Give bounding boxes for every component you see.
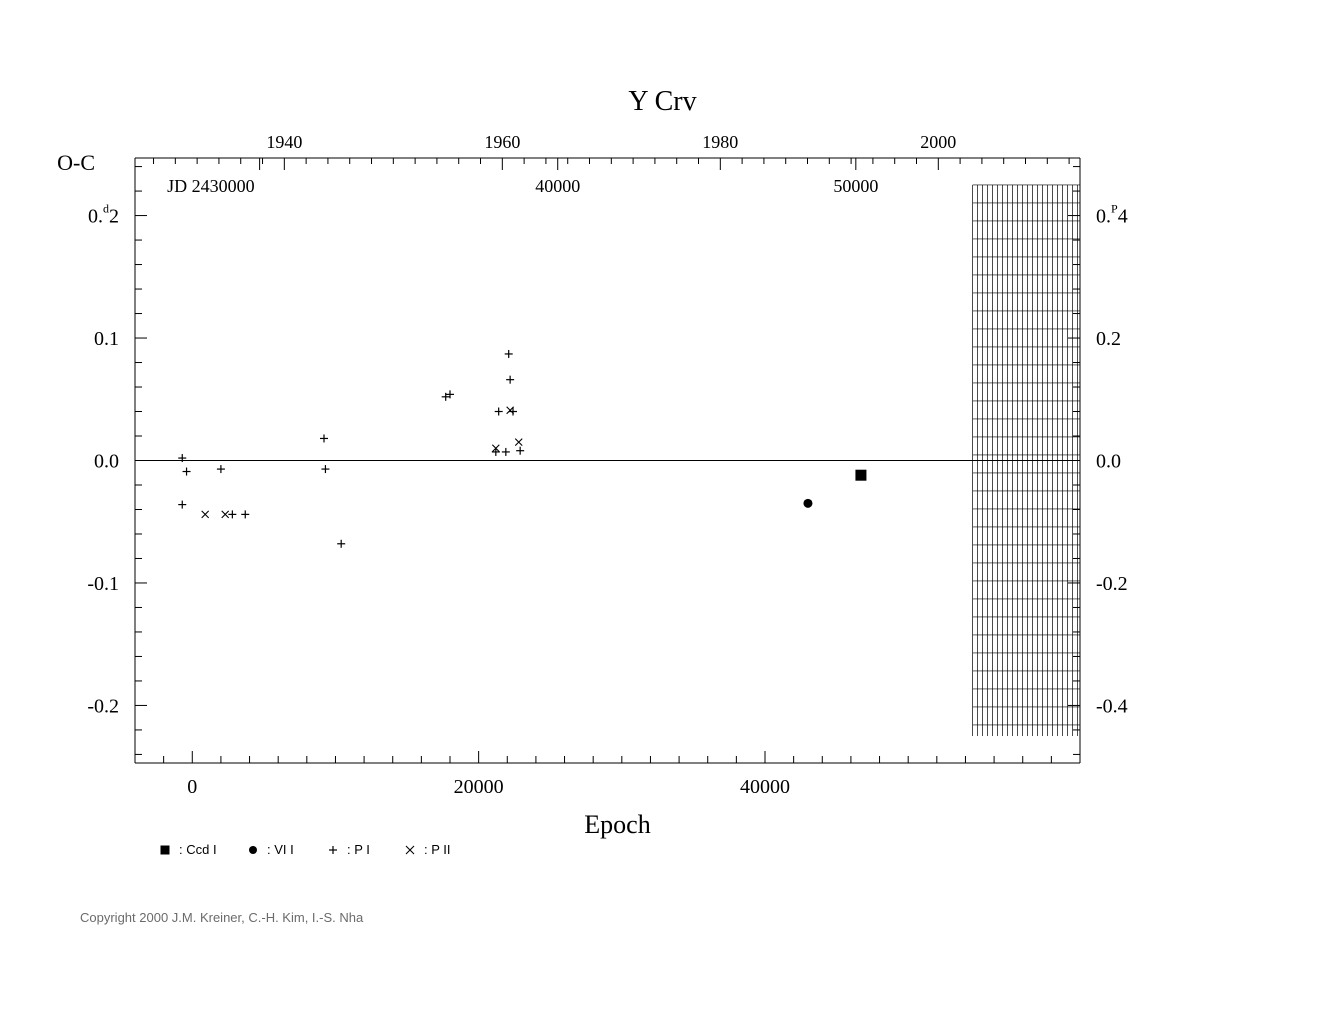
svg-text:-0.2: -0.2: [87, 695, 119, 717]
svg-text:50000: 50000: [833, 176, 878, 196]
svg-text:0.0: 0.0: [1096, 451, 1121, 473]
svg-text:2000: 2000: [920, 132, 956, 152]
svg-text:: P I: : P I: [347, 842, 370, 857]
svg-text:JD 2430000: JD 2430000: [167, 176, 255, 196]
svg-text:0.1: 0.1: [94, 328, 119, 350]
svg-text:-0.1: -0.1: [87, 573, 119, 595]
svg-text:0.d2: 0.d2: [88, 202, 119, 228]
svg-text:: P II: : P II: [424, 842, 451, 857]
svg-text:0: 0: [187, 776, 197, 798]
svg-text:1960: 1960: [484, 132, 520, 152]
data-points: [178, 350, 866, 548]
svg-text:0.P4: 0.P4: [1096, 202, 1128, 228]
svg-text:Epoch: Epoch: [584, 810, 650, 839]
svg-text:1940: 1940: [266, 132, 302, 152]
svg-text:O-C: O-C: [57, 150, 95, 175]
svg-text:20000: 20000: [454, 776, 504, 798]
copyright-text: Copyright 2000 J.M. Kreiner, C.-H. Kim, …: [80, 910, 363, 925]
svg-text:40000: 40000: [740, 776, 790, 798]
svg-text:: VI I: : VI I: [267, 842, 294, 857]
svg-text:-0.4: -0.4: [1096, 695, 1128, 717]
svg-text:1980: 1980: [702, 132, 738, 152]
svg-text:-0.2: -0.2: [1096, 573, 1128, 595]
svg-text:Y Crv: Y Crv: [628, 86, 696, 117]
svg-text:0.0: 0.0: [94, 451, 119, 473]
svg-text:40000: 40000: [535, 176, 580, 196]
oc-diagram-chart: Y Crv 0 20000 40000 Epoch 1940 1960 1980 2000 JD …: [0, 0, 1325, 1020]
svg-text:0.2: 0.2: [1096, 328, 1121, 350]
svg-text:: Ccd I: : Ccd I: [179, 842, 217, 857]
